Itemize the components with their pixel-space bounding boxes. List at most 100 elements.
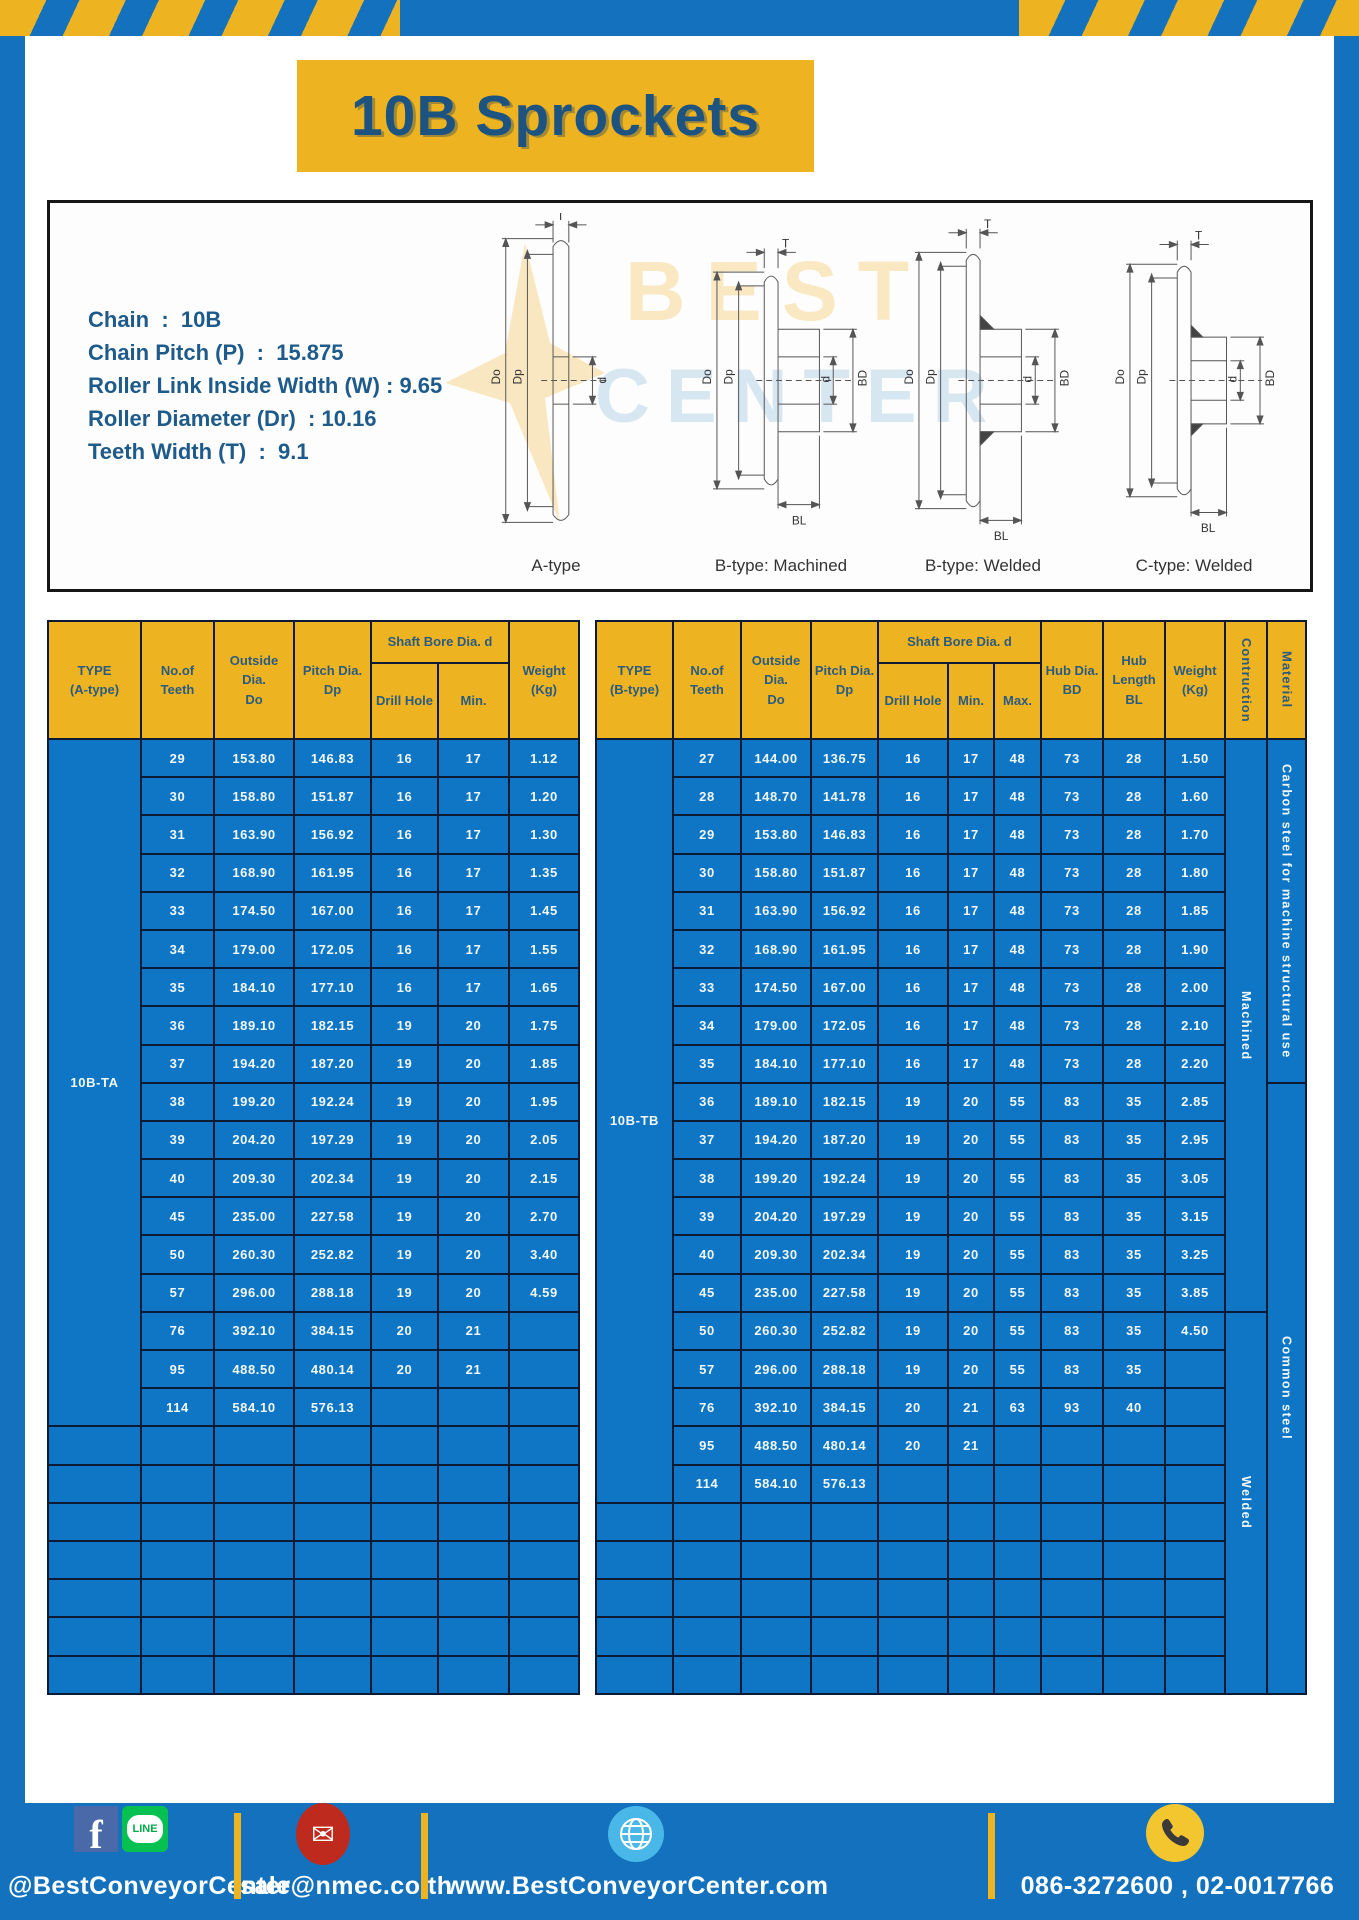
table-cell: 57 bbox=[672, 1348, 742, 1390]
table-cell: 38 bbox=[140, 1081, 215, 1122]
table-cell: 151.87 bbox=[810, 852, 879, 893]
table-cell: 16 bbox=[877, 890, 949, 931]
table-cell bbox=[293, 1578, 372, 1619]
spec-block: Chain : 10B Chain Pitch (P) : 15.875 Rol… bbox=[88, 303, 442, 468]
table-cell: 19 bbox=[877, 1119, 949, 1161]
svg-text:BL: BL bbox=[1201, 521, 1216, 535]
table-cell bbox=[993, 1616, 1042, 1657]
table-cell bbox=[993, 1578, 1042, 1619]
table-cell bbox=[47, 1501, 142, 1542]
table-cell: 31 bbox=[672, 890, 742, 931]
facebook-icon[interactable]: f bbox=[74, 1806, 118, 1852]
table-cell: 34 bbox=[672, 1005, 742, 1046]
table-cell bbox=[1040, 1501, 1104, 1542]
line-app-icon[interactable]: LINE bbox=[122, 1806, 168, 1852]
table-cell: 1.95 bbox=[508, 1081, 580, 1122]
table-cell: 16 bbox=[370, 814, 439, 855]
table-cell bbox=[1102, 1654, 1166, 1695]
table-cell: 584.10 bbox=[740, 1463, 812, 1504]
table-cell: 17 bbox=[437, 890, 510, 931]
table-cell: 16 bbox=[370, 967, 439, 1008]
table-cell: 1.85 bbox=[508, 1043, 580, 1084]
table-cell: 17 bbox=[437, 967, 510, 1008]
table-cell: 252.82 bbox=[293, 1234, 372, 1275]
table-cell bbox=[672, 1539, 742, 1581]
email-link[interactable]: sale@nmec.co.th bbox=[240, 1872, 453, 1900]
table-cell bbox=[740, 1578, 812, 1619]
table-cell: 172.05 bbox=[810, 1005, 879, 1046]
col-header-outside-dia: Outside Dia. Do bbox=[740, 620, 812, 740]
footer-divider bbox=[988, 1813, 995, 1899]
table-cell bbox=[508, 1616, 580, 1657]
col-header-pitch-dia: Pitch Dia. Dp bbox=[810, 620, 879, 740]
table-cell: 182.15 bbox=[293, 1005, 372, 1046]
svg-text:BD: BD bbox=[1058, 370, 1072, 386]
col-header-weight: Weight (Kg) bbox=[508, 620, 580, 740]
phone-numbers[interactable]: 086-3272600 , 02-0017766 bbox=[1020, 1872, 1335, 1900]
table-cell: 2.95 bbox=[1164, 1119, 1226, 1161]
phone-icon[interactable] bbox=[1146, 1804, 1204, 1862]
website-globe-icon[interactable] bbox=[608, 1806, 664, 1862]
table-cell: 158.80 bbox=[213, 776, 295, 817]
table-cell: 57 bbox=[140, 1272, 215, 1313]
title-banner: 10B Sprockets bbox=[297, 60, 814, 172]
spec-drawing-panel: BEST CENTER Chain : 10B Chain Pitch (P) … bbox=[47, 200, 1313, 592]
table-cell: 73 bbox=[1040, 737, 1104, 779]
table-cell: 2.00 bbox=[1164, 967, 1226, 1008]
table-cell: 227.58 bbox=[293, 1196, 372, 1237]
table-cell: 199.20 bbox=[740, 1158, 812, 1199]
table-cell: 73 bbox=[1040, 967, 1104, 1008]
table-cell: 202.34 bbox=[810, 1234, 879, 1275]
email-icon[interactable]: ✉ bbox=[296, 1803, 350, 1865]
table-cell: 28 bbox=[1102, 967, 1166, 1008]
table-cell bbox=[877, 1654, 949, 1695]
col-header-outside-dia: Outside Dia. Do bbox=[213, 620, 295, 740]
table-cell: 144.00 bbox=[740, 737, 812, 779]
table-cell bbox=[810, 1501, 879, 1542]
table-b-body: 10B-TB 27 144.00 136.75 16 17 48 73 28 1.50 Machin… bbox=[595, 737, 1307, 1695]
website-link[interactable]: www.BestConveyorCenter.com bbox=[445, 1872, 829, 1900]
table-cell: 17 bbox=[437, 928, 510, 970]
table-cell: 584.10 bbox=[213, 1387, 295, 1428]
table-cell: 167.00 bbox=[810, 967, 879, 1008]
table-cell: 48 bbox=[993, 928, 1042, 970]
spec-chain: Chain : 10B bbox=[88, 307, 222, 332]
table-cell bbox=[595, 1616, 674, 1657]
table-cell: 16 bbox=[370, 928, 439, 970]
table-cell: 33 bbox=[140, 890, 215, 931]
table-cell: 20 bbox=[947, 1119, 995, 1161]
table-cell: 35 bbox=[1102, 1348, 1166, 1390]
svg-text:T: T bbox=[782, 236, 789, 250]
caption-c-type-welded: C-type: Welded bbox=[1135, 556, 1253, 575]
table-cell: 19 bbox=[370, 1119, 439, 1161]
table-cell: 76 bbox=[672, 1387, 742, 1428]
table-cell: 184.10 bbox=[213, 967, 295, 1008]
col-header-weight: Weight (Kg) bbox=[1164, 620, 1226, 740]
caution-stripes-right bbox=[1019, 0, 1359, 36]
table-cell: 20 bbox=[437, 1196, 510, 1237]
social-handle-link[interactable]: @BestConveyorCenter bbox=[8, 1872, 291, 1900]
table-cell: 384.15 bbox=[810, 1387, 879, 1428]
table-cell: 174.50 bbox=[740, 967, 812, 1008]
table-cell: 296.00 bbox=[740, 1348, 812, 1390]
table-cell: 19 bbox=[877, 1196, 949, 1237]
table-cell: 4.59 bbox=[508, 1272, 580, 1313]
table-cell: 45 bbox=[140, 1196, 215, 1237]
table-cell: 235.00 bbox=[740, 1272, 812, 1313]
table-cell: 20 bbox=[370, 1310, 439, 1352]
table-cell: 36 bbox=[140, 1005, 215, 1046]
footer-divider bbox=[421, 1813, 428, 1899]
svg-text:BD: BD bbox=[856, 370, 870, 386]
table-cell: 204.20 bbox=[213, 1119, 295, 1161]
table-cell bbox=[877, 1539, 949, 1581]
table-cell: 55 bbox=[993, 1158, 1042, 1199]
table-cell: 83 bbox=[1040, 1348, 1104, 1390]
table-cell: 95 bbox=[140, 1348, 215, 1390]
table-cell bbox=[595, 1654, 674, 1695]
caption-a-type: A-type bbox=[531, 556, 581, 575]
table-cell bbox=[993, 1425, 1042, 1466]
table-cell bbox=[508, 1387, 580, 1428]
table-cell: 17 bbox=[947, 928, 995, 970]
table-cell: 28 bbox=[1102, 776, 1166, 817]
table-cell: 73 bbox=[1040, 928, 1104, 970]
